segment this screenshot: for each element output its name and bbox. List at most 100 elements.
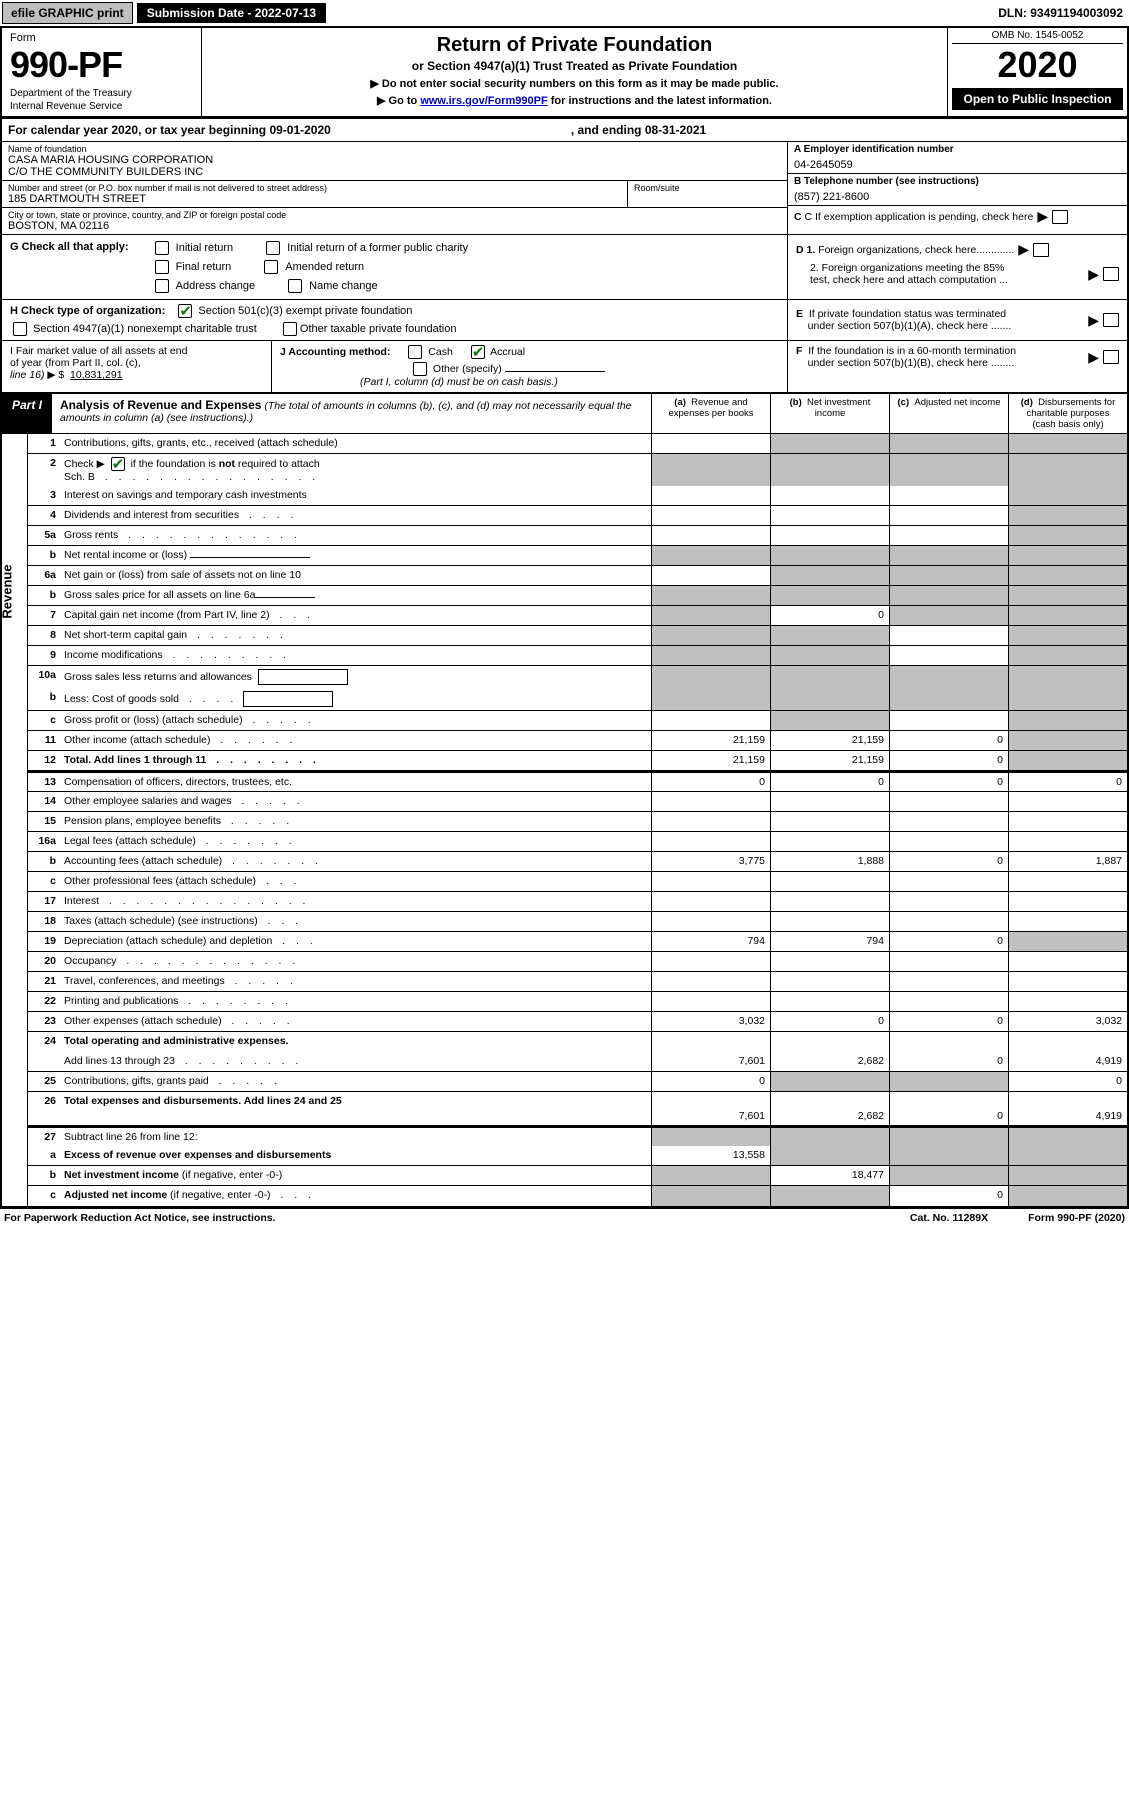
city-cell: City or town, state or province, country… — [2, 208, 787, 234]
row-27a: aExcess of revenue over expenses and dis… — [28, 1146, 1127, 1166]
row-26: 26Total expenses and disbursements. Add … — [28, 1092, 1127, 1126]
expenses-label: Operating and Administrative Expenses — [0, 879, 2, 1125]
row-21: 21Travel, conferences, and meetings . . … — [28, 972, 1127, 992]
omb-number: OMB No. 1545-0052 — [952, 30, 1123, 44]
revenue-label: Revenue — [0, 564, 15, 618]
amended-return-checkbox[interactable] — [264, 260, 278, 274]
e-checkbox[interactable] — [1103, 313, 1119, 327]
row-9: 9Income modifications . . . . . . . . . — [28, 646, 1127, 666]
top-bar: efile GRAPHIC print Submission Date - 20… — [0, 0, 1129, 26]
other-method-checkbox[interactable] — [413, 362, 427, 376]
row-24b: Add lines 13 through 23 . . . . . . . . … — [28, 1052, 1127, 1072]
final-return-checkbox[interactable] — [155, 260, 169, 274]
row-25: 25Contributions, gifts, grants paid . . … — [28, 1072, 1127, 1092]
side-labels: Revenue Operating and Administrative Exp… — [2, 434, 28, 1206]
h-section: H Check type of organization: Section 50… — [0, 300, 1129, 341]
form-subtitle: or Section 4947(a)(1) Trust Treated as P… — [212, 59, 937, 73]
efile-print-button[interactable]: efile GRAPHIC print — [2, 2, 133, 24]
row-27c: cAdjusted net income (if negative, enter… — [28, 1186, 1127, 1206]
paperwork-notice: For Paperwork Reduction Act Notice, see … — [4, 1212, 870, 1224]
row-27b: bNet investment income (if negative, ent… — [28, 1166, 1127, 1186]
d1-checkbox[interactable] — [1033, 243, 1049, 257]
cat-no: Cat. No. 11289X — [910, 1212, 988, 1224]
row-19: 19Depreciation (attach schedule) and dep… — [28, 932, 1127, 952]
form990pf-link[interactable]: www.irs.gov/Form990PF — [420, 95, 547, 107]
form-title: Return of Private Foundation — [212, 34, 937, 57]
pending-checkbox[interactable] — [1052, 210, 1068, 224]
d2-checkbox[interactable] — [1103, 267, 1119, 281]
address-cell: Number and street (or P.O. box number if… — [2, 181, 627, 208]
irs: Internal Revenue Service — [10, 101, 193, 112]
form-note-2: ▶ Go to www.irs.gov/Form990PF for instru… — [212, 94, 937, 107]
calendar-year-row: For calendar year 2020, or tax year begi… — [0, 119, 1129, 142]
row-16b: bAccounting fees (attach schedule) . . .… — [28, 852, 1127, 872]
address-change-checkbox[interactable] — [155, 279, 169, 293]
row-6b: bGross sales price for all assets on lin… — [28, 586, 1127, 606]
row-2: 2 Check ▶ if the foundation is not requi… — [28, 454, 1127, 486]
form-ref: Form 990-PF (2020) — [1028, 1212, 1125, 1224]
form-label: Form — [10, 32, 193, 44]
row-15: 15Pension plans, employee benefits . . .… — [28, 812, 1127, 832]
dln: DLN: 93491194003092 — [998, 6, 1127, 20]
row-20: 20Occupancy . . . . . . . . . . . . . — [28, 952, 1127, 972]
submission-date: Submission Date - 2022-07-13 — [137, 3, 326, 23]
part1-label: Part I — [2, 394, 52, 433]
row-16c: cOther professional fees (attach schedul… — [28, 872, 1127, 892]
phone-cell: B Telephone number (see instructions) (8… — [788, 174, 1127, 206]
row-12: 12Total. Add lines 1 through 11 . . . . … — [28, 751, 1127, 771]
open-public: Open to Public Inspection — [952, 88, 1123, 110]
form-header: Form 990-PF Department of the Treasury I… — [0, 26, 1129, 119]
cal-year-begin: For calendar year 2020, or tax year begi… — [8, 123, 331, 137]
part1-header: Part I Analysis of Revenue and Expenses … — [0, 394, 1129, 434]
f-checkbox[interactable] — [1103, 350, 1119, 364]
other-taxable-checkbox[interactable] — [283, 322, 297, 336]
row-8: 8Net short-term capital gain . . . . . .… — [28, 626, 1127, 646]
4947a1-checkbox[interactable] — [13, 322, 27, 336]
i-fair-market: I Fair market value of all assets at end… — [2, 341, 272, 392]
row-4: 4Dividends and interest from securities … — [28, 506, 1127, 526]
row-14: 14Other employee salaries and wages . . … — [28, 792, 1127, 812]
cash-checkbox[interactable] — [408, 345, 422, 359]
col-d-head: (d) Disbursements for charitable purpose… — [1008, 394, 1127, 433]
year-box: OMB No. 1545-0052 2020 Open to Public In… — [947, 28, 1127, 116]
col-a-head: (a) Revenue and expenses per books — [651, 394, 770, 433]
entity-block: Name of foundation CASA MARIA HOUSING CO… — [0, 142, 1129, 235]
exemption-pending: C C If exemption application is pending,… — [788, 206, 1127, 227]
foundation-name-cell: Name of foundation CASA MARIA HOUSING CO… — [2, 142, 787, 181]
row-17: 17Interest . . . . . . . . . . . . . . . — [28, 892, 1127, 912]
row-10b: bLess: Cost of goods sold . . . . — [28, 688, 1127, 711]
initial-return-checkbox[interactable] — [155, 241, 169, 255]
f-60month: F If the foundation is in a 60-month ter… — [787, 341, 1127, 392]
name-change-checkbox[interactable] — [288, 279, 302, 293]
ij-section: I Fair market value of all assets at end… — [0, 341, 1129, 394]
row-18: 18Taxes (attach schedule) (see instructi… — [28, 912, 1127, 932]
g-section: G Check all that apply: Initial return I… — [0, 235, 1129, 300]
initial-former-checkbox[interactable] — [266, 241, 280, 255]
row-24: 24Total operating and administrative exp… — [28, 1032, 1127, 1052]
schb-checkbox[interactable] — [111, 457, 125, 471]
row-22: 22Printing and publications . . . . . . … — [28, 992, 1127, 1012]
row-27: 27Subtract line 26 from line 12: — [28, 1126, 1127, 1146]
form-note-1: ▶ Do not enter social security numbers o… — [212, 77, 937, 90]
accrual-checkbox[interactable] — [471, 345, 485, 359]
501c3-checkbox[interactable] — [178, 304, 192, 318]
row-5b: bNet rental income or (loss) — [28, 546, 1127, 566]
form-number: 990-PF — [10, 44, 193, 86]
dept-treasury: Department of the Treasury — [10, 88, 193, 99]
footer: For Paperwork Reduction Act Notice, see … — [0, 1208, 1129, 1227]
fmv-value: 10,831,291 — [70, 369, 123, 381]
title-box: Return of Private Foundation or Section … — [202, 28, 947, 116]
j-accounting-method: J Accounting method: Cash Accrual Other … — [272, 341, 787, 392]
cal-year-end: , and ending 08-31-2021 — [571, 123, 706, 137]
row-10a: 10aGross sales less returns and allowanc… — [28, 666, 1127, 688]
part1-desc: Analysis of Revenue and Expenses (The to… — [52, 394, 651, 433]
row-7: 7Capital gain net income (from Part IV, … — [28, 606, 1127, 626]
row-1: 1Contributions, gifts, grants, etc., rec… — [28, 434, 1127, 454]
row-23: 23Other expenses (attach schedule) . . .… — [28, 1012, 1127, 1032]
tax-year: 2020 — [952, 44, 1123, 86]
row-13: 13Compensation of officers, directors, t… — [28, 771, 1127, 792]
row-6a: 6aNet gain or (loss) from sale of assets… — [28, 566, 1127, 586]
ein-cell: A Employer identification number 04-2645… — [788, 142, 1127, 174]
col-c-head: (c) Adjusted net income — [889, 394, 1008, 433]
main-table: Revenue Operating and Administrative Exp… — [0, 434, 1129, 1208]
